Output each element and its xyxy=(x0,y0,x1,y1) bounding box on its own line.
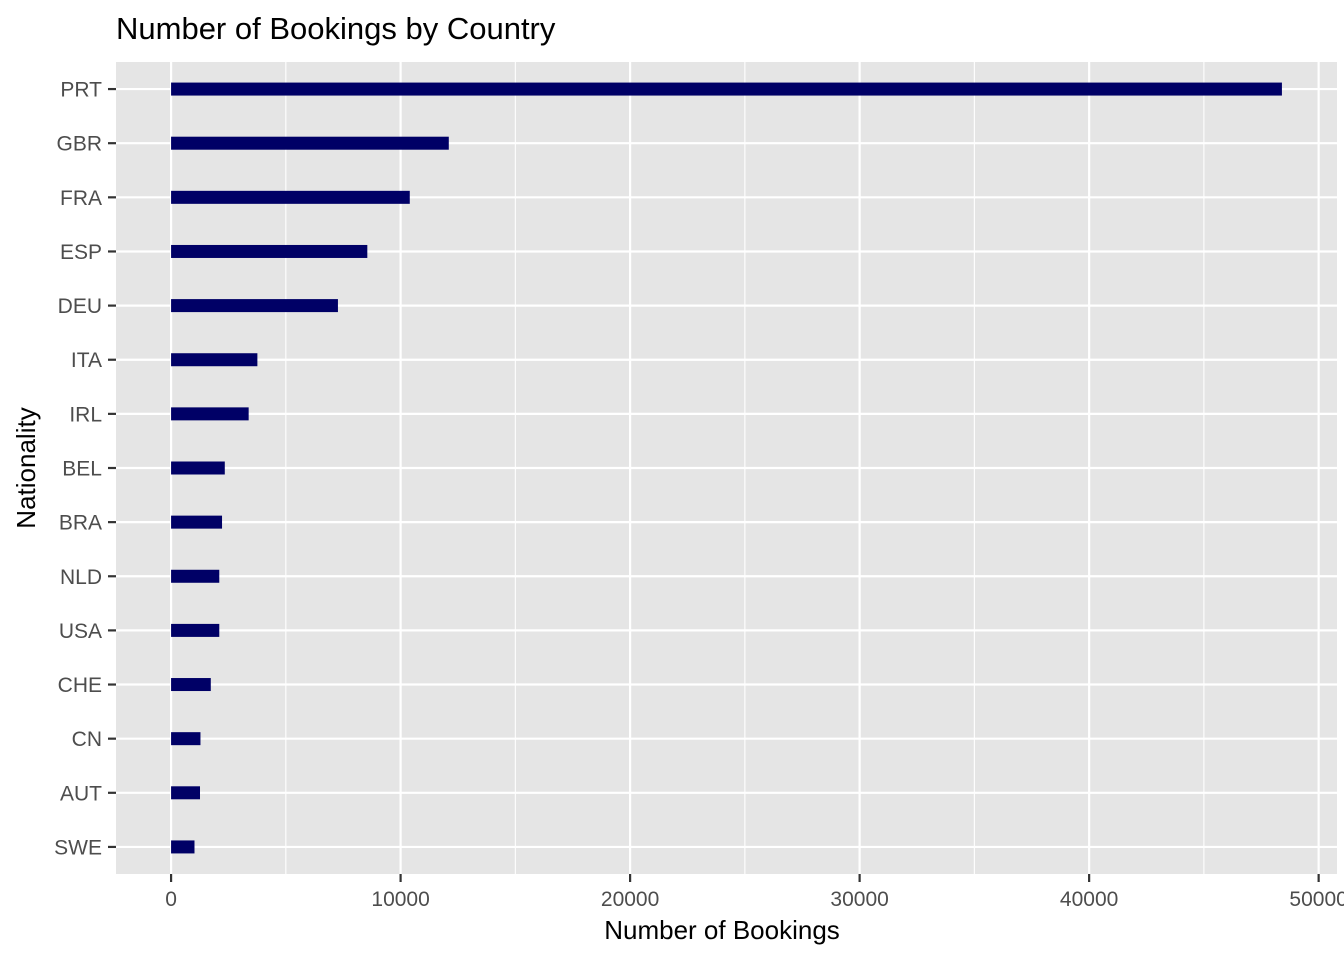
y-tick-label: SWE xyxy=(54,836,102,859)
bar-bra xyxy=(171,515,223,529)
x-tick-label: 50000 xyxy=(1289,888,1344,911)
bar-che xyxy=(171,678,211,692)
bar-prt xyxy=(171,82,1282,96)
bar-cn xyxy=(171,732,201,746)
bar-bel xyxy=(171,461,225,475)
x-tick-label: 30000 xyxy=(830,888,888,911)
x-tick-label: 40000 xyxy=(1060,888,1118,911)
y-tick-label: ESP xyxy=(60,241,102,264)
y-axis: PRT GBR FRA ESP DEU ITA IRL BEL BRA NLD USA CHE CN AU… xyxy=(54,79,116,859)
bar-aut xyxy=(171,786,201,800)
y-tick-label: ITA xyxy=(71,349,102,372)
y-tick-label: FRA xyxy=(60,187,102,210)
bar-deu xyxy=(171,299,338,313)
y-tick-label: IRL xyxy=(69,403,102,426)
y-tick-label: CN xyxy=(72,728,102,751)
y-tick-label: AUT xyxy=(60,782,102,805)
y-tick-label: BEL xyxy=(62,458,102,481)
bar-ita xyxy=(171,353,258,367)
x-tick-label: 0 xyxy=(165,888,177,911)
chart-title: Number of Bookings by Country xyxy=(116,11,556,46)
y-tick-label: GBR xyxy=(56,133,102,156)
y-tick-label: USA xyxy=(59,620,102,643)
bar-esp xyxy=(171,244,368,258)
bars xyxy=(171,82,1282,854)
x-tick-label: 10000 xyxy=(371,888,429,911)
y-tick-label: PRT xyxy=(60,79,102,102)
y-tick-label: DEU xyxy=(58,295,102,318)
bar-fra xyxy=(171,190,410,204)
major-gridlines xyxy=(116,62,1337,874)
y-tick-label: CHE xyxy=(58,674,102,697)
x-axis-title: Number of Bookings xyxy=(604,915,840,945)
x-tick-label: 20000 xyxy=(601,888,659,911)
bar-irl xyxy=(171,407,249,421)
bar-gbr xyxy=(171,136,449,150)
bar-nld xyxy=(171,569,220,583)
y-tick-label: NLD xyxy=(60,566,102,589)
x-axis: 0 10000 20000 30000 40000 50000 xyxy=(165,874,1344,911)
y-axis-title: Nationality xyxy=(11,407,41,528)
y-tick-label: BRA xyxy=(59,512,102,535)
bar-swe xyxy=(171,840,195,854)
bar-usa xyxy=(171,623,220,637)
